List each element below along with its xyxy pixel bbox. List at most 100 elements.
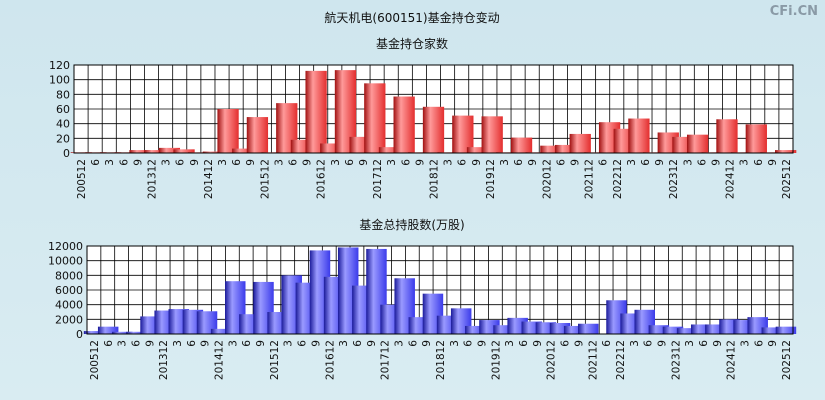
x-tick-label: 6 <box>513 159 525 166</box>
x-tick-label: 9 <box>569 159 581 166</box>
page-title: 航天机电(600151)基金持仓变动 <box>324 10 499 25</box>
watermark: CFi.CN <box>770 4 818 19</box>
x-tick-label: 3 <box>740 340 752 347</box>
x-tick-label: 201612 <box>316 159 328 199</box>
bar <box>129 150 151 153</box>
bar <box>745 124 767 153</box>
y-tick-label: 0 <box>63 147 70 160</box>
x-tick-label: 6 <box>555 159 567 166</box>
bar <box>196 311 218 334</box>
x-tick-label: 201312 <box>147 159 159 199</box>
x-tick-label: 3 <box>393 340 405 347</box>
bar <box>775 326 797 334</box>
x-tick-label: 3 <box>117 340 129 347</box>
bar <box>761 327 783 334</box>
x-tick-label: 202012 <box>546 340 558 380</box>
x-tick-label: 201712 <box>380 340 392 380</box>
x-tick-label: 6 <box>90 159 102 166</box>
x-tick-label: 200512 <box>76 159 88 199</box>
x-tick-label: 6 <box>241 340 253 347</box>
x-tick-label: 6 <box>288 159 300 166</box>
x-tick-label: 6 <box>698 340 710 347</box>
bar <box>686 134 709 153</box>
x-tick-label: 6 <box>560 340 572 347</box>
x-tick-label: 3 <box>172 340 184 347</box>
x-tick-label: 202112 <box>584 159 596 199</box>
bar <box>320 143 342 153</box>
x-tick-label: 3 <box>684 340 696 347</box>
bar <box>549 323 571 334</box>
y-tick-label: 40 <box>56 118 70 131</box>
x-tick-label: 9 <box>477 340 489 347</box>
x-tick-label: 6 <box>696 159 708 166</box>
x-tick-label: 6 <box>598 159 610 166</box>
x-tick-label: 6 <box>400 159 412 166</box>
x-tick-label: 201912 <box>485 159 497 199</box>
bar <box>378 147 401 153</box>
x-tick-label: 3 <box>443 159 455 166</box>
bar <box>334 70 357 153</box>
bar <box>569 133 591 153</box>
x-tick-label: 6 <box>753 340 765 347</box>
x-tick-label: 9 <box>245 159 257 166</box>
bar <box>775 150 797 153</box>
x-tick-label: 9 <box>421 340 433 347</box>
bar <box>452 115 474 153</box>
bar <box>232 148 254 153</box>
x-tick-label: 6 <box>297 340 309 347</box>
x-tick-label: 201512 <box>259 159 271 199</box>
x-tick-label: 3 <box>338 340 350 347</box>
x-tick-label: 6 <box>344 159 356 166</box>
bar <box>690 324 712 334</box>
x-tick-label: 3 <box>449 340 461 347</box>
bar <box>393 96 415 153</box>
x-tick-label: 3 <box>283 340 295 347</box>
bar <box>510 137 533 153</box>
x-tick-label: 9 <box>366 340 378 347</box>
y-tick-label: 12000 <box>48 240 83 253</box>
x-tick-label: 6 <box>643 340 655 347</box>
x-tick-label: 3 <box>104 159 116 166</box>
y-tick-label: 2000 <box>55 313 83 326</box>
x-tick-label: 3 <box>626 159 638 166</box>
x-tick-label: 202212 <box>615 340 627 380</box>
x-tick-label: 6 <box>457 159 469 166</box>
x-tick-label: 9 <box>767 159 779 166</box>
x-tick-label: 202012 <box>541 159 553 199</box>
x-tick-label: 6 <box>130 340 142 347</box>
bar <box>97 326 119 334</box>
x-tick-label: 202312 <box>670 340 682 380</box>
bar <box>144 150 166 153</box>
x-tick-label: 9 <box>414 159 426 166</box>
x-tick-label: 9 <box>144 340 156 347</box>
x-tick-label: 3 <box>217 159 229 166</box>
x-tick-label: 6 <box>118 159 130 166</box>
bar <box>422 106 445 153</box>
bar <box>126 331 147 334</box>
x-tick-label: 202512 <box>781 340 793 380</box>
x-tick-label: 3 <box>629 340 641 347</box>
x-tick-label: 201412 <box>214 340 226 380</box>
x-tick-label: 6 <box>186 340 198 347</box>
x-tick-label: 3 <box>682 159 694 166</box>
bar <box>305 70 327 153</box>
bar <box>554 144 577 153</box>
x-tick-label: 202512 <box>781 159 793 199</box>
x-tick-label: 3 <box>499 159 511 166</box>
x-tick-label: 202312 <box>668 159 680 199</box>
bar <box>173 149 195 153</box>
y-tick-label: 120 <box>49 59 70 72</box>
bar <box>493 325 514 334</box>
x-tick-label: 3 <box>330 159 342 166</box>
x-tick-label: 201312 <box>158 340 170 380</box>
x-tick-label: 202112 <box>587 340 599 380</box>
x-tick-label: 6 <box>518 340 530 347</box>
x-tick-label: 202212 <box>612 159 624 199</box>
x-tick-label: 3 <box>504 340 516 347</box>
plot-frame <box>86 245 794 335</box>
bar <box>578 323 599 334</box>
chart2-title: 基金总持股数(万股) <box>359 217 464 232</box>
x-tick-label: 9 <box>132 159 144 166</box>
